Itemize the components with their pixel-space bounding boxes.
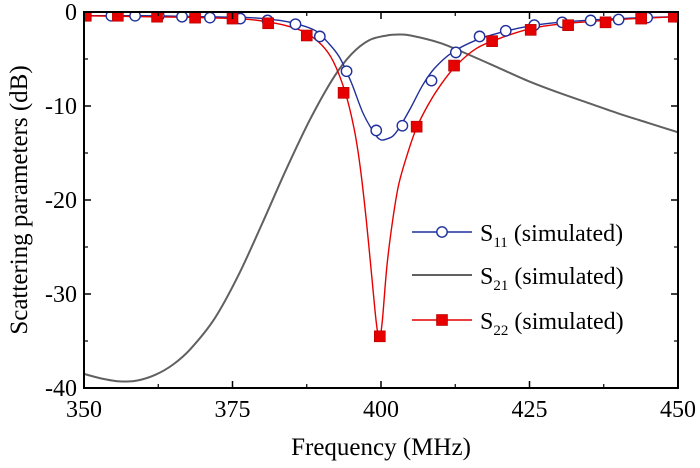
y-tick-label: -10	[45, 94, 77, 120]
series-s22-point	[262, 17, 274, 30]
y-tick-label: -30	[45, 282, 77, 308]
series-s22-point	[410, 120, 423, 133]
series-s11-point	[612, 13, 625, 26]
series-s11-point	[289, 18, 302, 31]
series-s22-point	[300, 29, 313, 42]
legend-label-s21: S21 (simulated)	[480, 264, 624, 294]
x-tick-label: 375	[215, 397, 251, 423]
series-s11-point	[176, 12, 188, 23]
series-s22-point	[374, 330, 386, 343]
series-s22-point	[151, 12, 163, 23]
series-s22-point	[337, 87, 350, 99]
x-tick-label: 400	[363, 397, 399, 423]
y-axis-title: Scattering parameters (dB)	[6, 65, 33, 334]
x-axis-title: Frequency (MHz)	[291, 434, 471, 461]
series-s22-point	[562, 19, 574, 31]
x-tick-label: 450	[660, 397, 696, 423]
axes-layer: 350 375 400 425 450 0 -10 -20 -30 -40	[45, 0, 696, 423]
series-s22-point	[599, 16, 612, 29]
legend: S11 (simulated) S21 (simulated) S22 (sim…	[412, 221, 624, 339]
series-layer	[84, 12, 678, 383]
series-s11-point	[313, 30, 326, 43]
series-s11-line	[84, 14, 678, 141]
y-tick-label: -20	[45, 188, 77, 214]
series-s11-point	[340, 65, 353, 78]
series-s22-point	[668, 12, 678, 23]
series-s22-point	[448, 59, 460, 72]
x-tick-label: 425	[512, 397, 548, 423]
series-s21-line	[84, 33, 678, 383]
legend-item-s11: S11 (simulated)	[412, 221, 623, 251]
series-s22-point	[189, 12, 201, 24]
legend-item-s22: S22 (simulated)	[412, 309, 624, 339]
series-s11-point	[204, 12, 216, 24]
series-s11-point	[473, 30, 486, 43]
series-s11-point	[370, 124, 383, 137]
series-s22-point	[486, 35, 498, 47]
y-tick-label: 0	[65, 0, 77, 26]
legend-label-s11: S11 (simulated)	[480, 221, 623, 251]
series-s22-point	[524, 24, 537, 36]
series-s22-point	[635, 12, 647, 25]
x-tick-label: 350	[66, 397, 102, 423]
series-s11-point	[129, 12, 141, 22]
series-s11-point	[396, 119, 409, 132]
legend-item-s21: S21 (simulated)	[412, 264, 624, 294]
series-s11-point	[584, 14, 597, 27]
series-s11-point	[449, 46, 462, 59]
legend-swatch-s11-marker	[436, 226, 448, 238]
series-s11-point	[425, 74, 438, 87]
series-s22-point	[112, 12, 124, 22]
legend-swatch-s22-marker	[436, 314, 448, 326]
legend-label-s22: S22 (simulated)	[480, 309, 624, 339]
series-s11-point	[499, 24, 512, 37]
y-tick-label: -40	[45, 376, 77, 402]
series-s22-point	[84, 12, 92, 22]
